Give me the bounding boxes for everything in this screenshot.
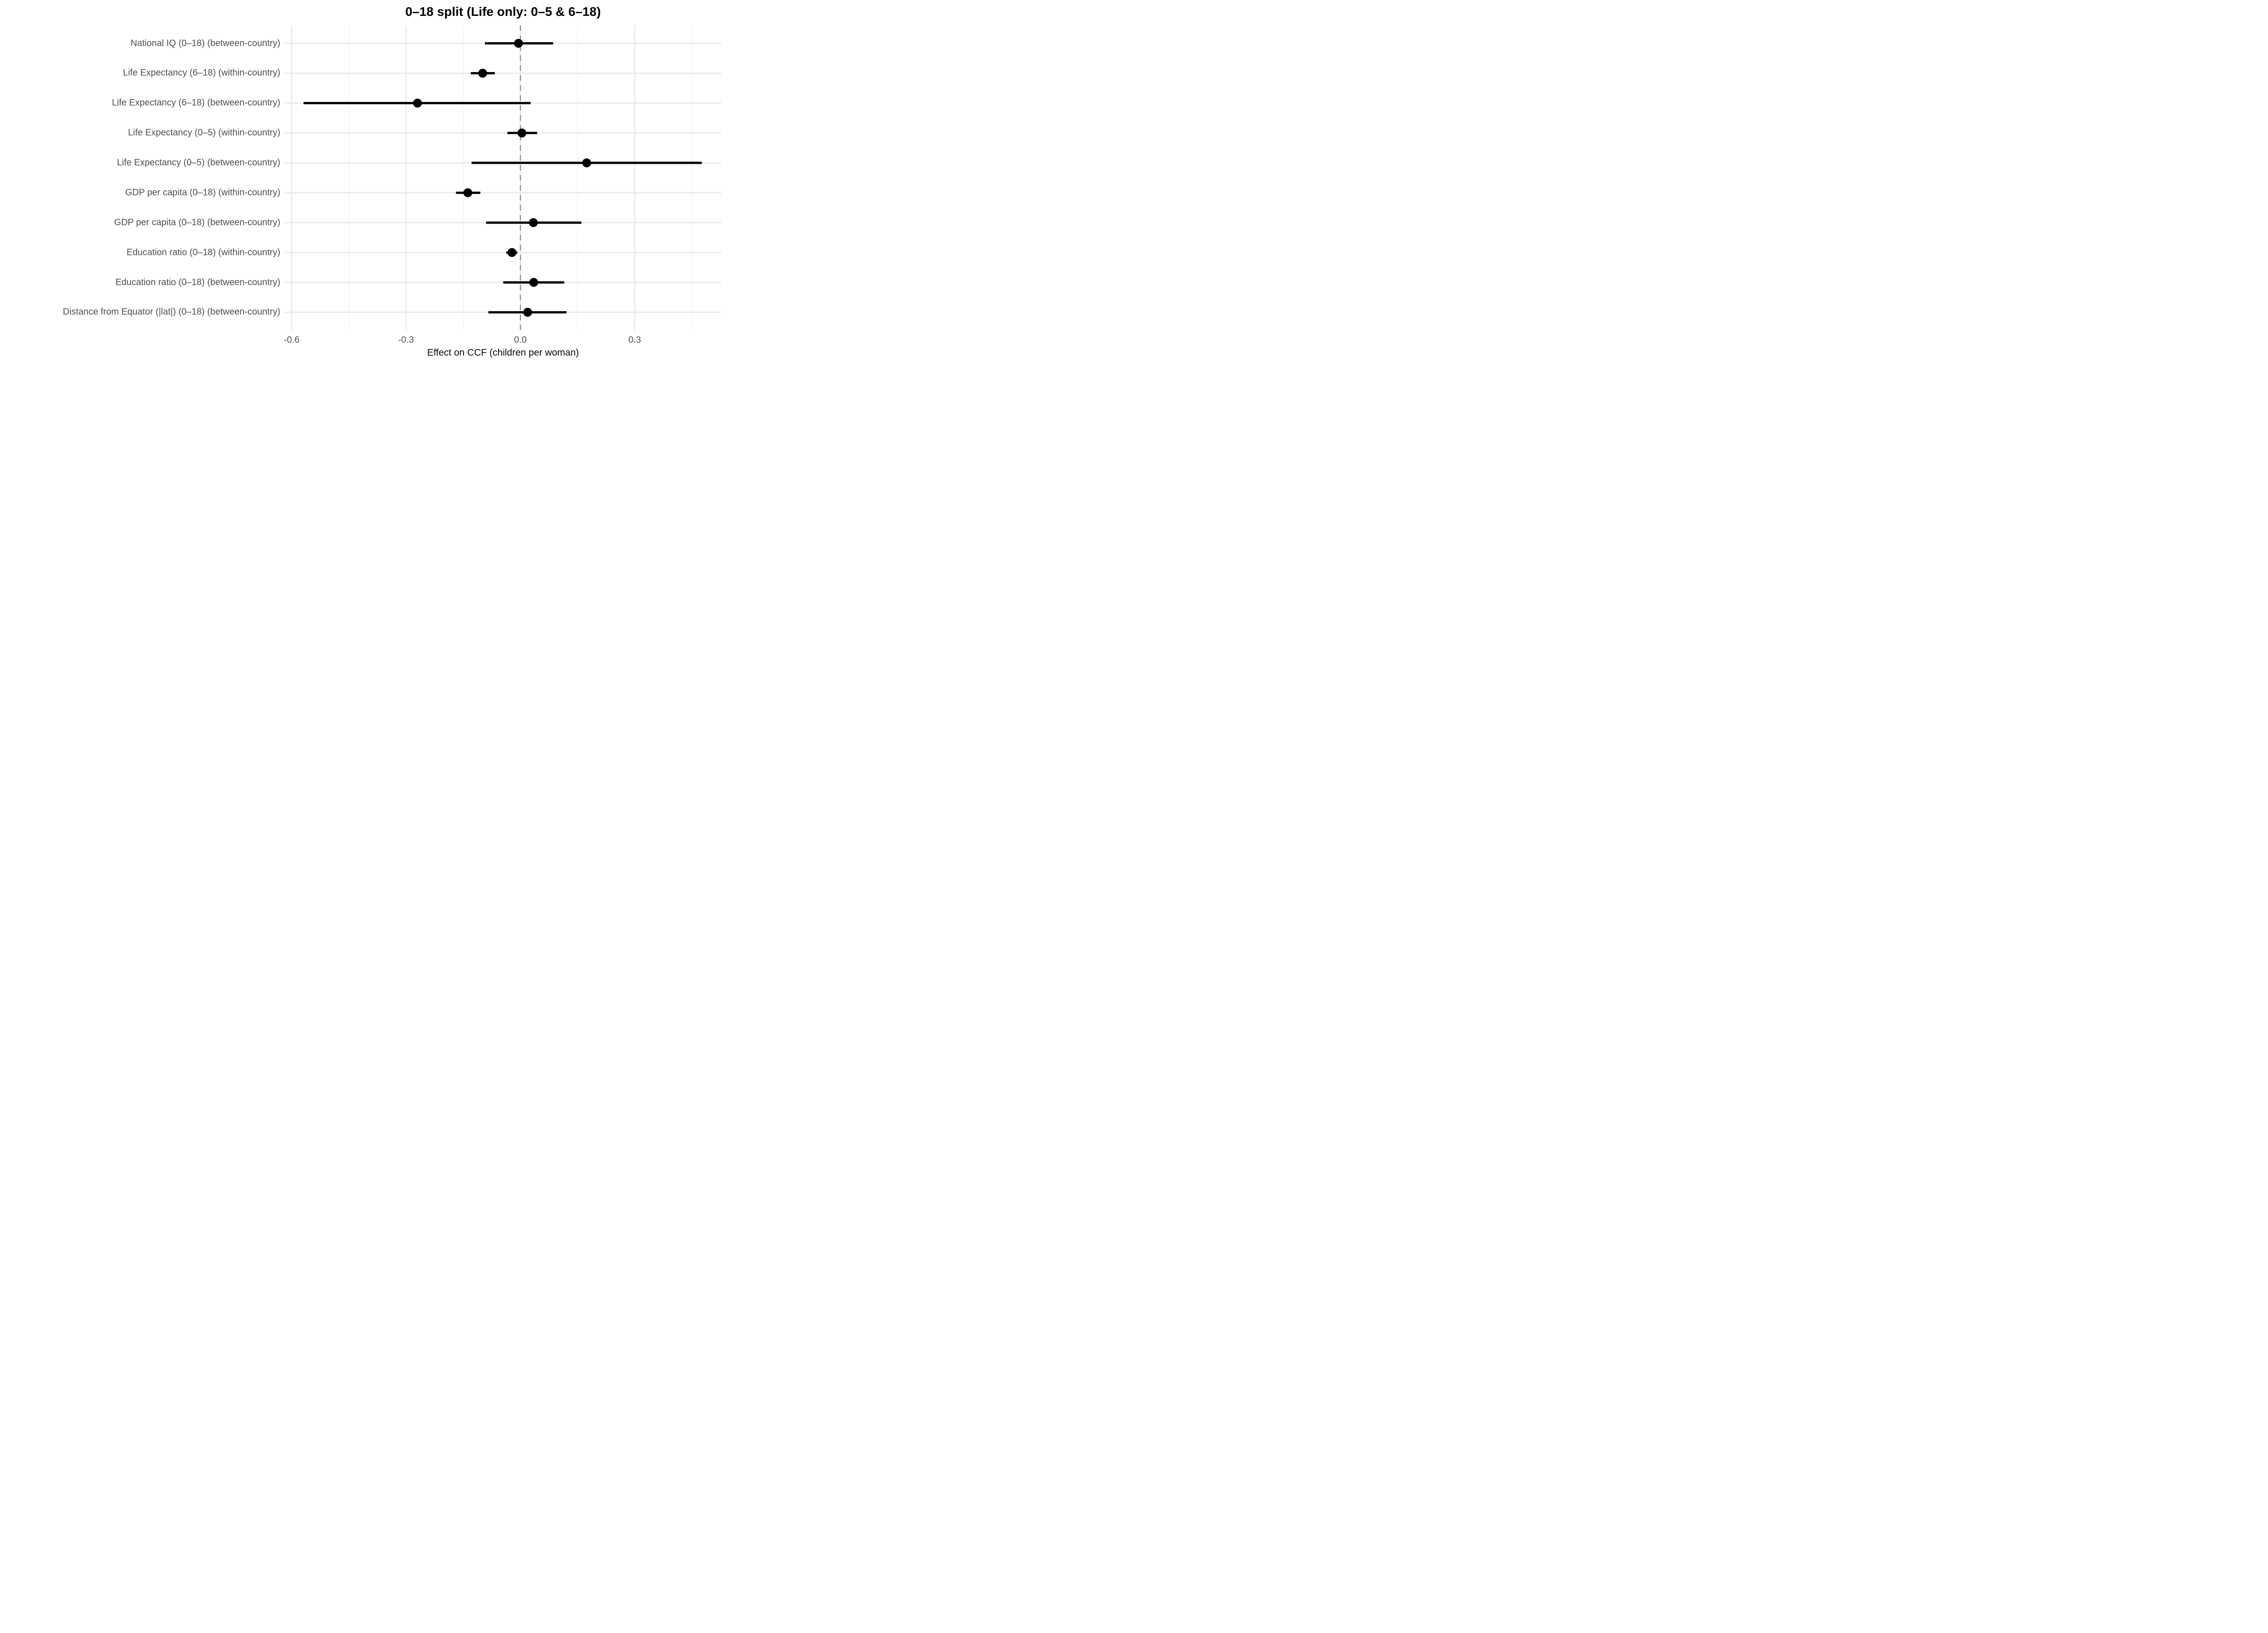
x-axis-tick-label: -0.3 <box>398 335 414 345</box>
y-axis-label: Life Expectancy (0–5) (between-country) <box>117 157 280 168</box>
chart-title: 0–18 split (Life only: 0–5 & 6–18) <box>405 5 601 19</box>
y-axis-label: Life Expectancy (0–5) (within-country) <box>128 127 280 138</box>
x-axis-tick-label: -0.6 <box>284 335 300 345</box>
plot-panel <box>285 25 721 330</box>
y-axis-label: GDP per capita (0–18) (between-country) <box>114 217 280 228</box>
x-axis-tick-label: 0.0 <box>514 335 527 345</box>
y-axis-label: National IQ (0–18) (between-country) <box>130 38 280 49</box>
estimate-dot <box>517 128 527 137</box>
estimate-dot <box>528 218 538 227</box>
forest-plot-figure: 0–18 split (Life only: 0–5 & 6–18) Natio… <box>0 0 726 363</box>
estimate-dot <box>523 308 532 317</box>
y-axis-label: Education ratio (0–18) (within-country) <box>126 247 280 258</box>
estimate-dot <box>478 68 487 78</box>
x-axis-title: Effect on CCF (children per woman) <box>427 347 579 358</box>
x-axis-tick-label: 0.3 <box>628 335 641 345</box>
estimate-dot <box>582 158 591 167</box>
estimate-dot <box>463 188 473 197</box>
estimate-dot <box>507 248 517 257</box>
estimate-dot <box>529 278 538 287</box>
y-axis-label: Life Expectancy (6–18) (between-country) <box>112 98 280 108</box>
y-axis-label: GDP per capita (0–18) (within-country) <box>125 187 280 198</box>
estimate-dot <box>514 39 523 48</box>
estimate-dot <box>413 98 422 108</box>
y-axis-label: Life Expectancy (6–18) (within-country) <box>123 68 280 78</box>
y-axis-label: Distance from Equator (|lat|) (0–18) (be… <box>63 307 280 317</box>
y-axis-label: Education ratio (0–18) (between-country) <box>115 277 280 288</box>
